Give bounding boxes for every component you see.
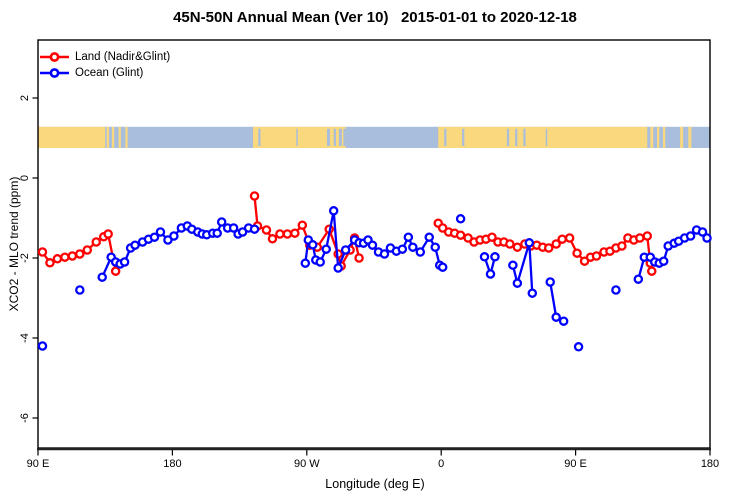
svg-text:0: 0 <box>438 458 444 470</box>
chart-title: 45N-50N Annual Mean (Ver 10) 2015-01-01 … <box>173 9 577 26</box>
legend-label-ocean: Ocean (Glint) <box>75 67 144 79</box>
world-map-strip <box>38 126 710 148</box>
axis-ticks: 90 E 180 90 W 0 90 E 180 2 0 -2 -4 -6 <box>19 95 719 470</box>
svg-text:180: 180 <box>163 458 181 470</box>
svg-text:90 E: 90 E <box>27 458 50 470</box>
svg-text:2: 2 <box>19 95 31 101</box>
svg-text:-6: -6 <box>19 413 31 423</box>
svg-text:90 E: 90 E <box>564 458 587 470</box>
svg-text:-2: -2 <box>19 253 31 263</box>
svg-text:0: 0 <box>19 175 31 181</box>
svg-text:90 W: 90 W <box>294 458 320 470</box>
x-axis-label: Longitude (deg E) <box>325 477 425 491</box>
legend-label-land: Land (Nadir&Glint) <box>75 51 171 63</box>
series-land <box>37 191 657 276</box>
svg-text:180: 180 <box>701 458 719 470</box>
svg-text:-4: -4 <box>19 333 31 343</box>
legend <box>40 52 69 78</box>
series-ocean <box>37 206 712 352</box>
